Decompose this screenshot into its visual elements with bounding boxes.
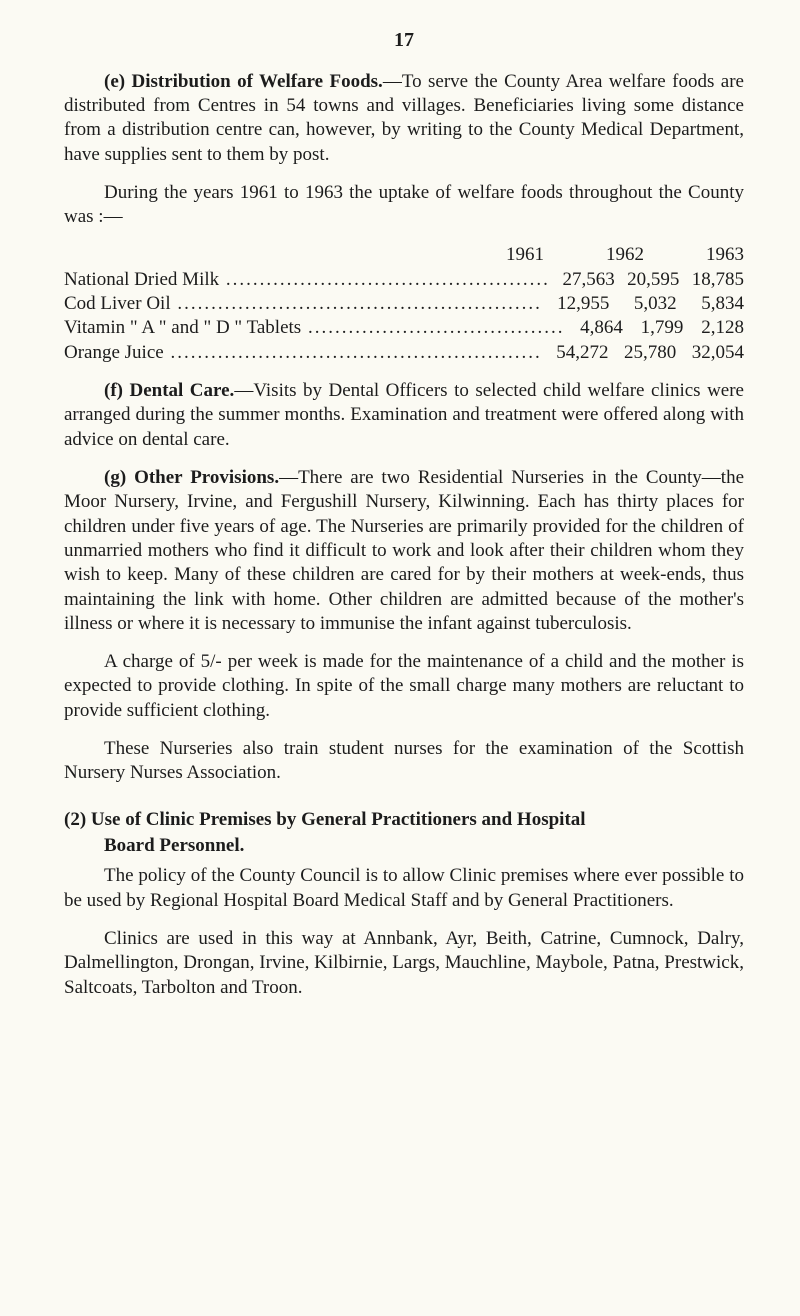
table-cell: 18,785 (679, 268, 744, 292)
table-cell: 1,799 (623, 316, 684, 340)
section-2-heading-line1: (2) Use of Clinic Premises by General Pr… (64, 808, 744, 832)
table-cell: 4,864 (562, 316, 623, 340)
table-row: Cod Liver Oil 12,955 5,032 5,834 (64, 292, 744, 316)
table-year-2: 1962 (544, 243, 644, 267)
paragraph-g3: These Nurseries also train student nurse… (64, 737, 744, 786)
table-header-row: 1961 1962 1963 (64, 243, 744, 267)
table-cell: 5,834 (677, 292, 744, 316)
table-cell: 32,054 (676, 341, 744, 365)
paragraph-f: (f) Dental Care.—Visits by Dental Office… (64, 379, 744, 452)
paragraph-e: (e) Distribution of Welfare Foods.—To se… (64, 70, 744, 167)
section-2-p1: The policy of the County Council is to a… (64, 864, 744, 913)
paragraph-g: (g) Other Provisions.—There are two Resi… (64, 466, 744, 636)
para-g-text: —There are two Residential Nurseries in … (64, 467, 744, 634)
table-year-1: 1961 (444, 243, 544, 267)
document-page: 17 (e) Distribution of Welfare Foods.—To… (0, 0, 800, 1316)
table-cell: 12,955 (542, 292, 609, 316)
table-year-3: 1963 (644, 243, 744, 267)
table-row: National Dried Milk 27,563 20,595 18,785 (64, 268, 744, 292)
table-row-label: Cod Liver Oil (64, 292, 542, 316)
table-row: Orange Juice 54,272 25,780 32,054 (64, 341, 744, 365)
para-g-lead: (g) Other Provisions. (104, 467, 279, 488)
paragraph-g2: A charge of 5/- per week is made for the… (64, 650, 744, 723)
table-cell: 54,272 (541, 341, 609, 365)
section-2-heading-line2: Board Personnel. (64, 834, 744, 858)
para-e-lead: (e) Distribution of Welfare Foods. (104, 71, 383, 92)
table-row: Vitamin " A " and " D " Tablets 4,864 1,… (64, 316, 744, 340)
para-f-lead: (f) Dental Care. (104, 380, 234, 401)
table-cell: 25,780 (609, 341, 677, 365)
table-row-label: National Dried Milk (64, 268, 550, 292)
table-row-label: Orange Juice (64, 341, 541, 365)
table-cell: 27,563 (550, 268, 615, 292)
table-cell: 5,032 (609, 292, 676, 316)
page-number: 17 (64, 28, 744, 54)
paragraph-e2: During the years 1961 to 1963 the uptake… (64, 181, 744, 230)
section-2-p2: Clinics are used in this way at Annbank,… (64, 927, 744, 1000)
welfare-foods-table: 1961 1962 1963 National Dried Milk 27,56… (64, 243, 744, 365)
table-cell: 20,595 (615, 268, 680, 292)
table-row-label: Vitamin " A " and " D " Tablets (64, 316, 562, 340)
table-cell: 2,128 (683, 316, 744, 340)
